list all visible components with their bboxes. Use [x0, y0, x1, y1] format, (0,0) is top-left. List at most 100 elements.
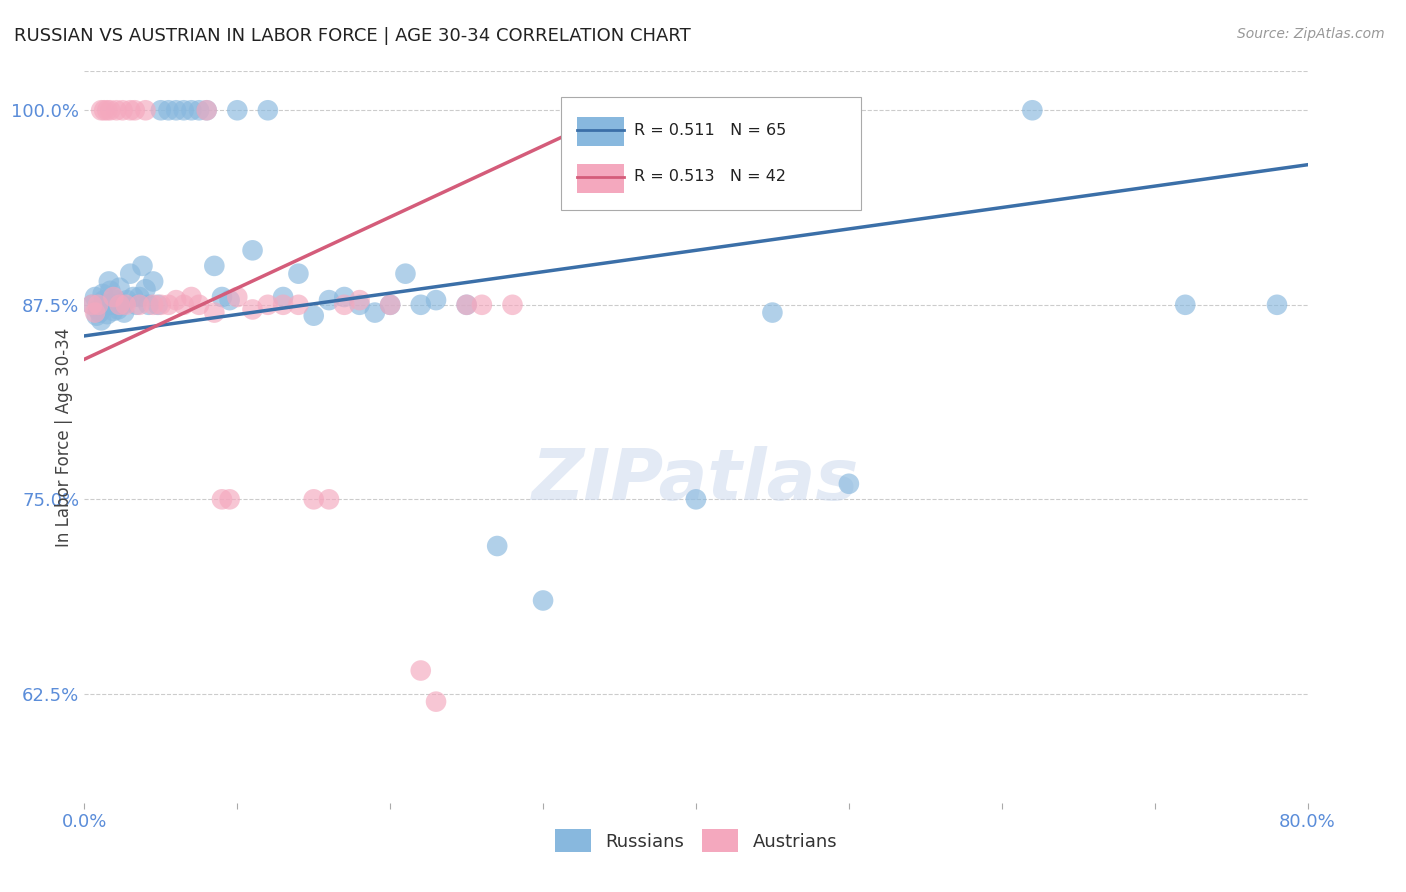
Point	[318, 492, 340, 507]
Point	[380, 298, 402, 312]
Point	[94, 298, 117, 312]
Point	[425, 695, 447, 709]
Point	[173, 103, 195, 118]
Point	[173, 298, 195, 312]
Point	[364, 305, 387, 319]
Point	[165, 103, 187, 118]
Legend: Russians, Austrians: Russians, Austrians	[547, 822, 845, 860]
Point	[188, 103, 211, 118]
Point	[97, 275, 120, 289]
Point	[135, 282, 157, 296]
Point	[131, 259, 153, 273]
Point	[105, 103, 128, 118]
Point	[409, 664, 432, 678]
Point	[96, 307, 118, 321]
Point	[302, 492, 325, 507]
Point	[502, 298, 524, 312]
Point	[226, 290, 249, 304]
Point	[120, 103, 142, 118]
Point	[202, 259, 225, 273]
Point	[202, 305, 225, 319]
Point	[333, 290, 356, 304]
Point	[349, 298, 371, 312]
Point	[111, 298, 134, 312]
Point	[486, 539, 509, 553]
Point	[578, 103, 600, 118]
Point	[394, 267, 416, 281]
Point	[302, 309, 325, 323]
Point	[107, 302, 129, 317]
FancyBboxPatch shape	[578, 164, 624, 193]
Point	[838, 476, 860, 491]
Point	[211, 492, 233, 507]
Point	[86, 309, 108, 323]
Y-axis label: In Labor Force | Age 30-34: In Labor Force | Age 30-34	[55, 327, 73, 547]
Point	[333, 298, 356, 312]
Point	[195, 103, 218, 118]
Text: ZIPatlas: ZIPatlas	[533, 447, 859, 516]
Point	[425, 293, 447, 307]
Point	[531, 593, 554, 607]
Text: R = 0.511   N = 65: R = 0.511 N = 65	[634, 123, 786, 138]
Point	[180, 103, 202, 118]
Point	[122, 290, 145, 304]
Point	[242, 302, 264, 317]
Point	[114, 298, 136, 312]
FancyBboxPatch shape	[561, 97, 860, 211]
Point	[98, 284, 121, 298]
Point	[103, 304, 125, 318]
Point	[135, 103, 157, 118]
Point	[115, 293, 138, 307]
Point	[188, 298, 211, 312]
Point	[257, 298, 280, 312]
Point	[124, 103, 146, 118]
Point	[138, 298, 160, 312]
Point	[108, 281, 131, 295]
Point	[380, 298, 402, 312]
Point	[1021, 103, 1043, 118]
Point	[157, 298, 180, 312]
Point	[101, 298, 124, 312]
Point	[242, 244, 264, 258]
Point	[146, 298, 169, 312]
Point	[157, 103, 180, 118]
Point	[142, 275, 165, 289]
Point	[87, 298, 110, 312]
Point	[93, 103, 115, 118]
Point	[195, 103, 218, 118]
Point	[125, 298, 148, 312]
Text: RUSSIAN VS AUSTRIAN IN LABOR FORCE | AGE 30-34 CORRELATION CHART: RUSSIAN VS AUSTRIAN IN LABOR FORCE | AGE…	[14, 27, 690, 45]
Point	[142, 298, 165, 312]
Point	[287, 298, 309, 312]
Point	[80, 298, 103, 312]
Point	[218, 492, 240, 507]
Point	[685, 492, 707, 507]
Point	[1265, 298, 1288, 312]
Point	[104, 298, 127, 312]
Point	[105, 293, 128, 307]
Point	[93, 293, 115, 307]
Point	[89, 305, 111, 319]
Point	[91, 286, 114, 301]
Point	[128, 290, 150, 304]
Point	[456, 298, 478, 312]
Point	[96, 103, 118, 118]
Text: Source: ZipAtlas.com: Source: ZipAtlas.com	[1237, 27, 1385, 41]
Point	[180, 290, 202, 304]
Point	[257, 103, 280, 118]
Point	[409, 298, 432, 312]
Point	[211, 290, 233, 304]
Point	[120, 267, 142, 281]
Point	[1174, 298, 1197, 312]
Point	[98, 103, 121, 118]
Point	[128, 298, 150, 312]
Point	[87, 302, 110, 317]
Point	[111, 103, 134, 118]
Point	[349, 293, 371, 307]
Point	[271, 290, 294, 304]
Point	[456, 298, 478, 312]
Point	[149, 103, 172, 118]
Point	[318, 293, 340, 307]
Point	[90, 313, 112, 327]
Point	[84, 290, 107, 304]
